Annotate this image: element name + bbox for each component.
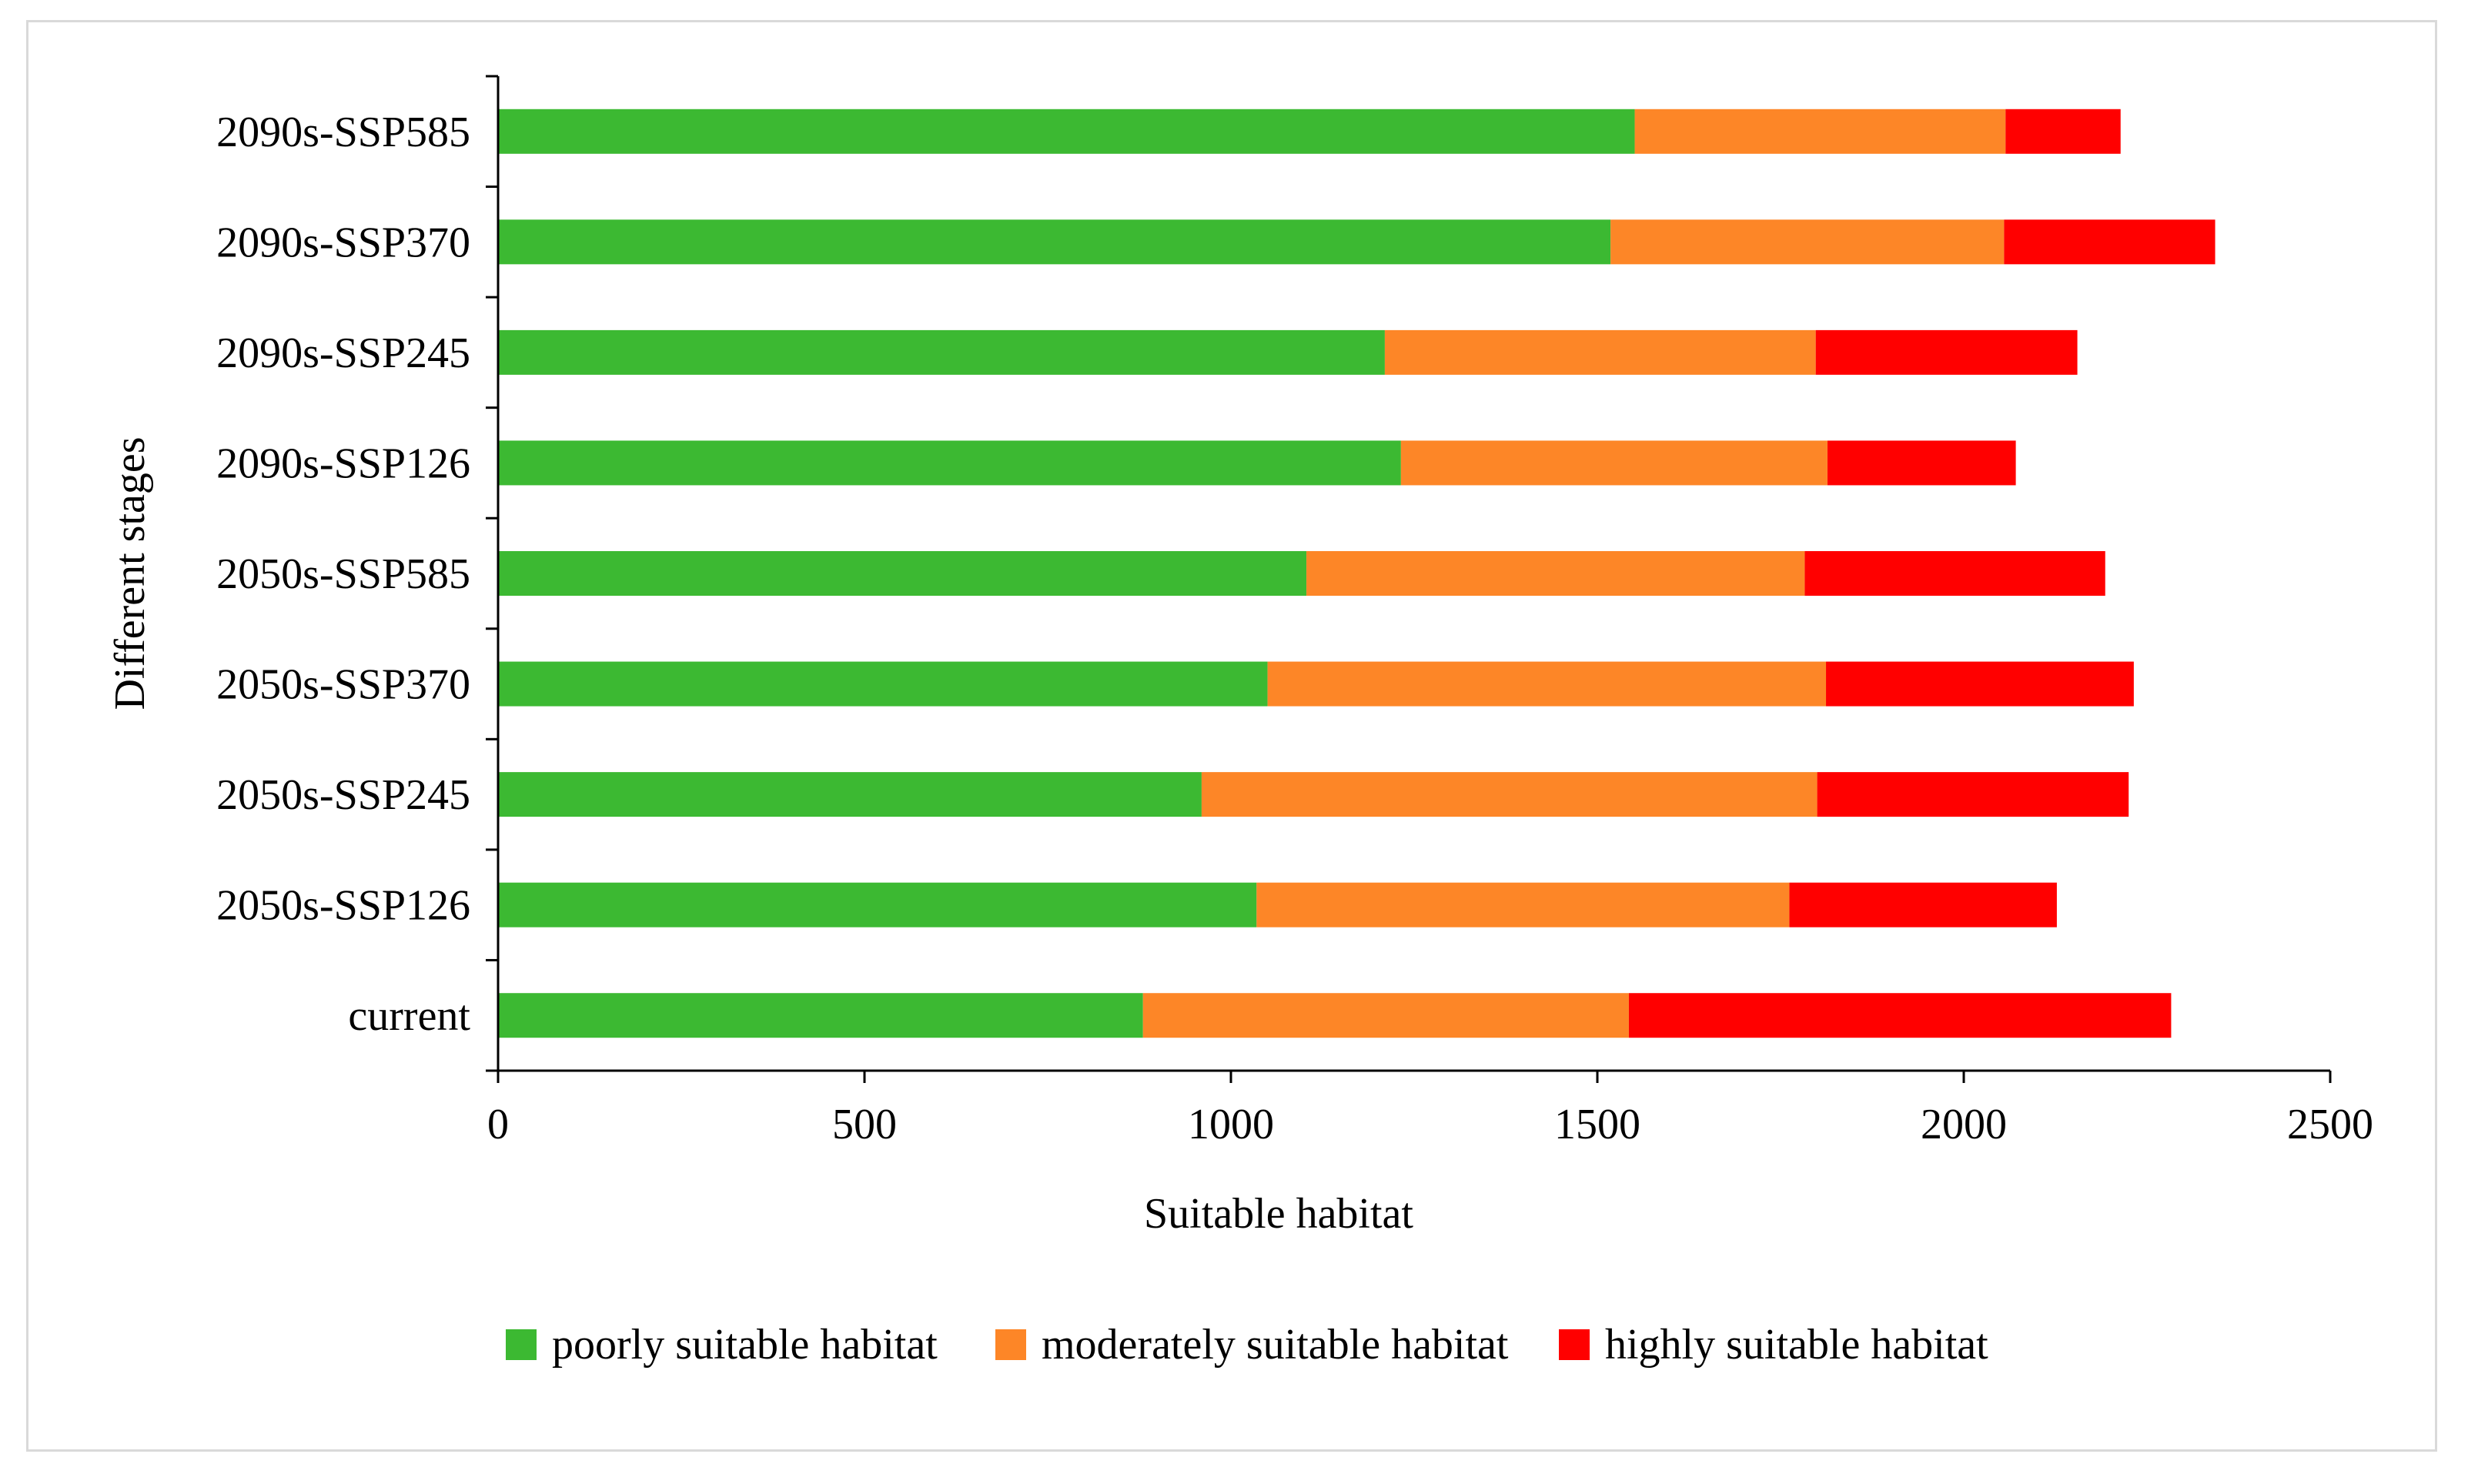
bar-segment-2050s-SSP370-moderately <box>1267 661 1827 707</box>
y-tick-label-2050s-SSP585: 2050s-SSP585 <box>216 550 470 598</box>
y-tick-label-2050s-SSP370: 2050s-SSP370 <box>216 661 470 709</box>
legend-swatch-moderately <box>995 1329 1026 1360</box>
legend-swatch-poorly <box>506 1329 537 1360</box>
bar-segment-2090s-SSP370-moderately <box>1610 219 2005 265</box>
x-tick-label-1000: 1000 <box>1188 1101 1274 1148</box>
x-tick-label-2500: 2500 <box>2287 1101 2373 1148</box>
y-tick-label-2050s-SSP126: 2050s-SSP126 <box>216 882 470 930</box>
y-tick-label-2090s-SSP126: 2090s-SSP126 <box>216 440 470 487</box>
bar-segment-2090s-SSP245-moderately <box>1384 329 1816 375</box>
bars-layer <box>498 109 2216 1038</box>
bar-segment-2050s-SSP370-highly <box>1826 661 2134 707</box>
bar-segment-2050s-SSP245-moderately <box>1201 772 1818 817</box>
bar-segment-2050s-SSP585-poorly <box>498 551 1307 596</box>
bar-segment-2050s-SSP245-highly <box>1817 772 2129 817</box>
legend-label-moderately: moderately suitable habitat <box>1042 1321 1509 1369</box>
x-tick-label-2000: 2000 <box>1921 1101 2007 1148</box>
bar-segment-2090s-SSP585-moderately <box>1634 109 2006 154</box>
stacked-bar-chart: current 2050s-SSP126 2050s-SSP245 2050s-SSP… <box>106 75 2373 1369</box>
y-tick-label-2050s-SSP245: 2050s-SSP245 <box>216 771 470 819</box>
x-axis-label: Suitable habitat <box>1144 1190 1413 1238</box>
y-axis-label: Different stages <box>106 436 154 710</box>
x-tick-label-0: 0 <box>487 1101 509 1148</box>
legend-swatch-highly <box>1559 1329 1590 1360</box>
bar-segment-2050s-SSP126-moderately <box>1256 882 1790 928</box>
bar-segment-2090s-SSP126-poorly <box>498 440 1401 486</box>
x-tick-label-1500: 1500 <box>1554 1101 1640 1148</box>
axes-layer: current 2050s-SSP126 2050s-SSP245 2050s-SSP… <box>216 75 2373 1148</box>
bar-segment-2050s-SSP585-moderately <box>1306 551 1805 596</box>
bar-segment-2090s-SSP126-moderately <box>1400 440 1828 486</box>
bar-segment-2050s-SSP370-poorly <box>498 661 1268 707</box>
legend-label-highly: highly suitable habitat <box>1605 1321 1988 1369</box>
bar-segment-2090s-SSP370-highly <box>2004 219 2216 265</box>
x-tick-label-500: 500 <box>832 1101 897 1148</box>
bar-segment-2090s-SSP370-poorly <box>498 219 1611 265</box>
y-tick-label-2090s-SSP370: 2090s-SSP370 <box>216 219 470 266</box>
bar-segment-2090s-SSP126-highly <box>1827 440 2016 486</box>
y-tick-label-2090s-SSP245: 2090s-SSP245 <box>216 329 470 377</box>
bar-segment-current-moderately <box>1142 993 1629 1038</box>
bar-segment-2050s-SSP585-highly <box>1804 551 2105 596</box>
bar-segment-2090s-SSP245-poorly <box>498 329 1385 375</box>
bar-segment-current-highly <box>1628 993 2172 1038</box>
bar-segment-2050s-SSP245-poorly <box>498 772 1202 817</box>
chart-frame: current 2050s-SSP126 2050s-SSP245 2050s-SSP… <box>26 20 2437 1452</box>
bar-segment-2090s-SSP585-highly <box>2005 109 2121 154</box>
bar-segment-2050s-SSP126-poorly <box>498 882 1257 928</box>
bar-segment-current-poorly <box>498 993 1143 1038</box>
legend-label-poorly: poorly suitable habitat <box>552 1321 938 1369</box>
bar-segment-2090s-SSP245-highly <box>1815 329 2078 375</box>
y-tick-label-2090s-SSP585: 2090s-SSP585 <box>216 109 470 156</box>
bar-segment-2050s-SSP126-highly <box>1789 882 2057 928</box>
bar-segment-2090s-SSP585-poorly <box>498 109 1635 154</box>
y-tick-label-current: current <box>348 992 470 1040</box>
legend: poorly suitable habitat moderately suitab… <box>506 1321 1988 1369</box>
